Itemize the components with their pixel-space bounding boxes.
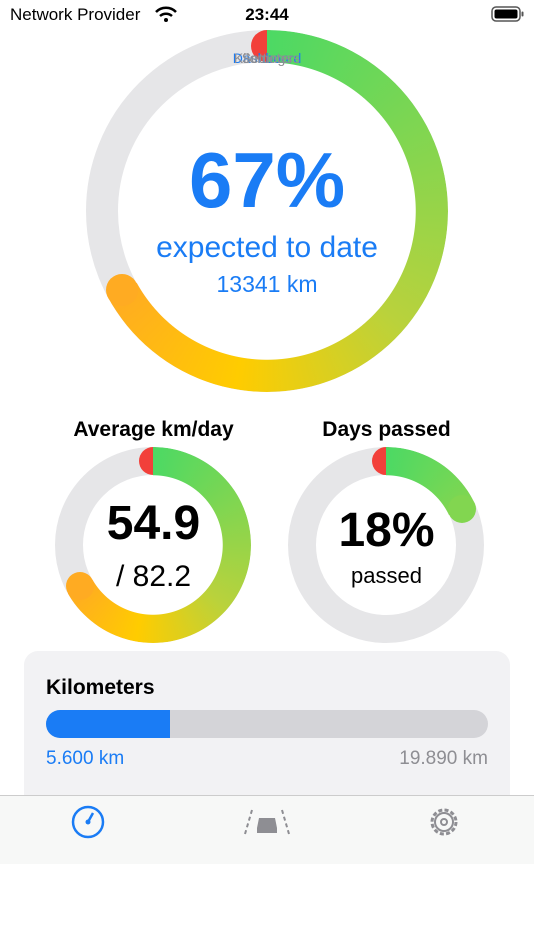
tab-label: Dashboard — [232, 50, 302, 66]
tab-label: Kilometers — [233, 50, 301, 66]
ring-arc — [288, 447, 484, 643]
driven-label: 5.600 km — [46, 748, 125, 769]
ring-percent: 67% — [188, 136, 346, 224]
average-title: Average km/day — [73, 418, 234, 441]
wifi-icon — [155, 6, 177, 22]
end-cap — [106, 274, 139, 307]
average-target: / 82.2 — [115, 560, 192, 593]
kilometers-card: Kilometers 5.600 km 19.890 km — [24, 651, 510, 811]
gear-icon — [430, 808, 458, 836]
kilometers-title: Kilometers — [46, 676, 155, 699]
progress-track — [46, 710, 488, 738]
ring-caption: expected to date — [156, 231, 378, 264]
goal-label: 19.890 km — [399, 748, 488, 769]
end-cap — [448, 495, 476, 524]
ring-detail: 13341 km — [216, 271, 318, 297]
tab-bar — [0, 795, 534, 864]
carrier: Network Provider — [10, 5, 141, 24]
tab-label: Settings — [241, 50, 293, 66]
days-title: Days passed — [322, 418, 451, 441]
dashboard-icon — [71, 805, 105, 839]
days-percent: 18% — [338, 504, 435, 557]
progress-fill — [46, 710, 171, 738]
ring-arc — [55, 447, 251, 643]
battery-icon — [491, 6, 524, 22]
ring-arc — [86, 30, 448, 392]
end-cap — [65, 572, 94, 601]
clock: 23:44 — [245, 5, 289, 24]
average-value: 54.9 — [106, 497, 201, 550]
tab-settings[interactable] — [384, 796, 504, 864]
days-caption: passed — [351, 563, 422, 588]
road-icon — [244, 809, 290, 835]
tab-kilometers[interactable] — [207, 796, 327, 864]
tab-dashboard[interactable] — [28, 796, 148, 864]
